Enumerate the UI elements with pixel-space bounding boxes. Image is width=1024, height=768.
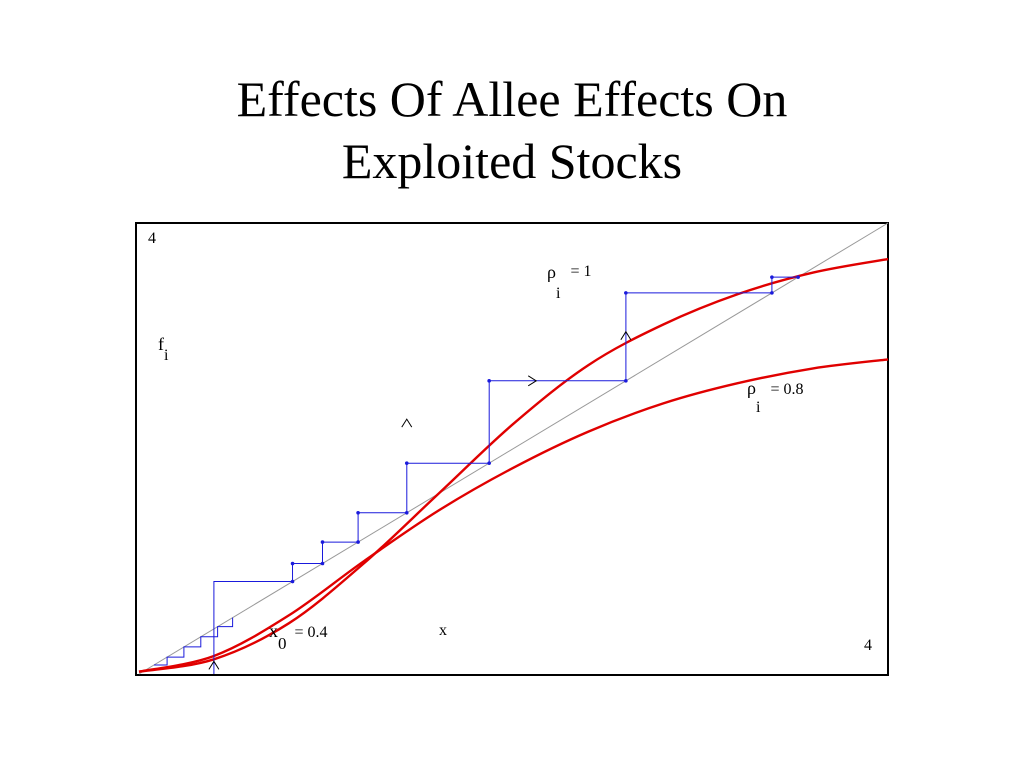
cobweb-vertex	[290, 561, 295, 566]
cobweb-vertex	[320, 540, 325, 544]
series-curve-1	[138, 358, 889, 673]
cobweb-layer	[154, 275, 800, 674]
cobweb-plot: 4 4 x fi ρi= 1 ρi= 0.8 x0= 0.4	[135, 222, 889, 676]
cobweb-vertex	[624, 291, 628, 295]
x0-label: x0 = 0.4	[269, 621, 328, 653]
cobweb-vertex	[796, 275, 800, 279]
cobweb-vertex	[290, 579, 295, 584]
diagonal-layer	[138, 222, 889, 675]
x0-subscript: 0	[278, 634, 287, 653]
cobweb-vertex	[356, 540, 360, 544]
arrow-up-icon	[401, 418, 413, 428]
cobweb-vertex	[320, 561, 325, 566]
arrow-up-icon	[620, 330, 632, 341]
arrow-up-icon	[208, 660, 220, 670]
diagonal-line	[138, 222, 889, 675]
cobweb-path-rho-08	[154, 617, 234, 666]
cobweb-vertex	[770, 291, 774, 295]
series-curve-0	[138, 257, 889, 673]
curve-layer	[138, 257, 889, 673]
rho-1-value: = 1	[570, 263, 591, 280]
x0-value: = 0.4	[295, 624, 328, 641]
rho-08-symbol: ρ	[747, 378, 756, 398]
cobweb-vertex	[404, 510, 409, 515]
x-axis-label: x	[439, 622, 447, 639]
cobweb-vertex	[770, 275, 774, 279]
cobweb-vertex	[356, 510, 360, 515]
rho-08-value: = 0.8	[770, 381, 803, 398]
cobweb-vertex	[624, 379, 628, 383]
arrow-right-icon	[527, 375, 538, 387]
y-axis-label-sub: i	[164, 347, 169, 364]
cobweb-vertex	[487, 461, 491, 465]
rho-1-subscript: i	[556, 285, 561, 302]
rho-08-subscript: i	[756, 399, 761, 416]
y-tick-label: 4	[148, 230, 156, 247]
cobweb-vertex	[404, 461, 409, 465]
y-axis-label-main: f	[158, 334, 164, 354]
y-axis-label: fi	[158, 334, 169, 364]
slide-title-line-1: Effects Of Allee Effects On	[236, 71, 788, 127]
rho-1-symbol: ρ	[547, 262, 556, 282]
x-tick-label: 4	[864, 637, 872, 654]
rho-08-label: ρi = 0.8	[747, 378, 803, 416]
x0-symbol: x	[269, 621, 278, 641]
rho-1-label: ρi = 1	[547, 262, 591, 302]
cobweb-vertex	[487, 379, 491, 383]
slide-title-line-2: Exploited Stocks	[341, 133, 683, 189]
slide-title: Effects Of Allee Effects On Exploited St…	[0, 68, 1024, 192]
